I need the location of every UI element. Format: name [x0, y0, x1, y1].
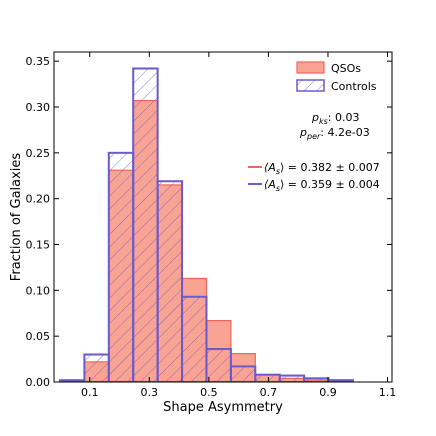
controls-bar — [278, 374, 306, 382]
per-p-value: : 4.2e-03 — [320, 126, 369, 139]
mean-ctrl-value: ⟩ = 0.359 ± 0.004 — [280, 178, 380, 191]
ks-p-value: : 0.03 — [328, 111, 360, 124]
controls-bar — [156, 180, 184, 382]
legend-label-controls: Controls — [331, 80, 377, 93]
x-tick-label: 0.9 — [319, 386, 337, 399]
y-tick-label: 0.30 — [26, 101, 51, 114]
per-p-symbol: p — [299, 126, 307, 139]
mean-qso-subscript: s — [276, 167, 280, 176]
x-tick-label: 0.3 — [141, 386, 159, 399]
x-axis-ticks: 0.1 0.3 0.5 0.7 0.9 1.1 — [81, 52, 396, 399]
mean-qso-symbol: ⟨A — [264, 161, 276, 174]
controls-bar — [254, 373, 281, 382]
ks-p-symbol: p — [311, 111, 319, 124]
controls-bar — [132, 67, 159, 382]
legend-swatch-controls — [296, 79, 325, 92]
x-tick-label: 0.5 — [200, 386, 218, 399]
legend-swatch-qsos — [296, 61, 325, 74]
y-tick-label: 0.00 — [26, 376, 51, 389]
y-tick-label: 0.15 — [26, 239, 51, 252]
mean-label-controls: ⟨As⟩ = 0.359 ± 0.004 — [264, 178, 380, 193]
controls-bar — [83, 353, 110, 382]
x-tick-label: 0.7 — [260, 386, 278, 399]
y-tick-label: 0.10 — [26, 284, 51, 297]
controls-bar — [303, 377, 330, 382]
mean-qso-value: ⟩ = 0.382 ± 0.007 — [280, 161, 380, 174]
y-tick-label: 0.25 — [26, 147, 51, 160]
y-axis-label: Fraction of Galaxies — [9, 153, 24, 282]
x-tick-label: 0.1 — [81, 386, 99, 399]
mean-ctrl-symbol: ⟨A — [264, 178, 276, 191]
per-pvalue: pper: 4.2e-03 — [299, 126, 370, 141]
x-axis-label: Shape Asymmetry — [163, 400, 283, 415]
mean-label-qsos: ⟨As⟩ = 0.382 ± 0.007 — [264, 161, 380, 176]
y-tick-label: 0.35 — [26, 55, 51, 68]
per-p-subscript: per — [306, 132, 321, 141]
ks-pvalue: pks: 0.03 — [311, 111, 360, 126]
controls-bar — [205, 348, 232, 382]
ks-p-subscript: ks — [319, 117, 328, 126]
mean-legend: ⟨As⟩ = 0.382 ± 0.007 ⟨As⟩ = 0.359 ± 0.00… — [248, 161, 380, 193]
plot-frame — [53, 51, 393, 383]
legend-label-qsos: QSOs — [331, 62, 361, 75]
legend: QSOs Controls — [296, 61, 377, 93]
controls-bar — [107, 151, 135, 382]
controls-bar — [229, 365, 257, 382]
y-tick-label: 0.20 — [26, 193, 51, 206]
y-axis-ticks: 0.00 0.05 0.10 0.15 0.20 0.25 0.30 0.35 — [26, 55, 392, 389]
y-tick-label: 0.05 — [26, 330, 51, 343]
mean-ctrl-subscript: s — [276, 184, 280, 193]
controls-bar — [181, 295, 208, 382]
x-tick-label: 1.1 — [379, 386, 397, 399]
controls-bars — [58, 67, 354, 382]
